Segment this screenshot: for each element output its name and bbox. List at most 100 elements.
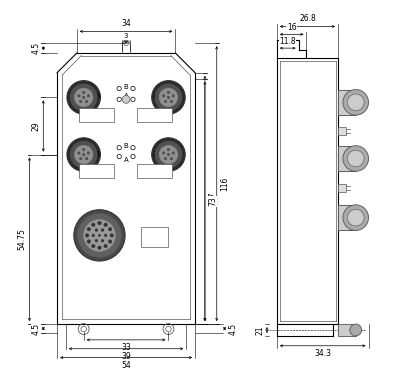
Bar xyxy=(137,108,172,122)
Text: 33: 33 xyxy=(121,343,131,352)
Circle shape xyxy=(152,81,185,114)
Text: 4.5: 4.5 xyxy=(228,322,238,335)
Circle shape xyxy=(347,209,364,226)
Bar xyxy=(141,227,168,247)
Text: 26.8: 26.8 xyxy=(299,15,316,24)
Text: 1: 1 xyxy=(95,151,100,157)
Circle shape xyxy=(104,234,107,237)
Bar xyxy=(338,324,356,336)
Circle shape xyxy=(74,146,93,164)
Circle shape xyxy=(74,210,125,261)
Circle shape xyxy=(343,205,368,230)
Text: 73: 73 xyxy=(208,196,217,206)
Text: 16: 16 xyxy=(287,23,296,32)
Bar xyxy=(338,205,356,230)
Circle shape xyxy=(167,91,170,93)
Circle shape xyxy=(122,95,130,103)
Bar xyxy=(338,146,356,171)
Circle shape xyxy=(347,150,364,167)
Circle shape xyxy=(86,100,88,103)
Circle shape xyxy=(101,229,104,232)
Bar xyxy=(137,164,172,178)
Circle shape xyxy=(74,88,93,107)
Circle shape xyxy=(350,324,362,336)
Circle shape xyxy=(164,157,167,160)
Circle shape xyxy=(347,94,364,111)
Circle shape xyxy=(108,227,112,231)
Circle shape xyxy=(87,152,90,154)
Circle shape xyxy=(67,81,100,114)
Text: 54: 54 xyxy=(121,361,131,369)
Text: 4: 4 xyxy=(152,93,157,100)
Text: 34: 34 xyxy=(121,19,131,29)
Text: 29: 29 xyxy=(31,121,40,131)
Text: B: B xyxy=(124,83,128,90)
Circle shape xyxy=(95,229,98,232)
Circle shape xyxy=(98,221,101,225)
Circle shape xyxy=(101,239,104,242)
Circle shape xyxy=(104,244,107,248)
Circle shape xyxy=(343,90,368,115)
Circle shape xyxy=(78,213,122,257)
Circle shape xyxy=(170,100,172,103)
Circle shape xyxy=(108,240,112,243)
Circle shape xyxy=(87,227,90,231)
Circle shape xyxy=(92,244,95,248)
Circle shape xyxy=(167,96,170,98)
Bar xyxy=(338,90,356,115)
Circle shape xyxy=(162,95,165,97)
Circle shape xyxy=(162,152,165,154)
Text: 3: 3 xyxy=(124,33,128,39)
Text: B: B xyxy=(124,143,128,149)
Circle shape xyxy=(87,95,90,97)
Circle shape xyxy=(78,95,80,97)
Circle shape xyxy=(82,153,85,156)
Circle shape xyxy=(167,148,170,151)
Circle shape xyxy=(110,234,114,237)
Circle shape xyxy=(95,239,98,242)
Circle shape xyxy=(159,88,178,107)
Text: 3: 3 xyxy=(95,93,100,100)
Circle shape xyxy=(82,148,85,151)
Bar xyxy=(338,184,346,192)
Circle shape xyxy=(84,220,115,251)
Circle shape xyxy=(70,141,97,168)
Text: 116: 116 xyxy=(220,176,229,191)
Text: 107: 107 xyxy=(208,191,217,206)
Circle shape xyxy=(80,100,82,103)
Text: A: A xyxy=(124,93,128,100)
Circle shape xyxy=(170,157,172,160)
Circle shape xyxy=(85,234,89,237)
Circle shape xyxy=(98,246,101,249)
Text: 54.75: 54.75 xyxy=(18,229,26,250)
Circle shape xyxy=(152,138,185,171)
Circle shape xyxy=(172,152,174,154)
Circle shape xyxy=(82,96,85,98)
Text: 34.3: 34.3 xyxy=(314,349,331,358)
Circle shape xyxy=(92,234,95,237)
Text: 4.5: 4.5 xyxy=(31,42,40,54)
Text: 4.5: 4.5 xyxy=(31,322,40,335)
Bar xyxy=(338,127,346,135)
Text: 11.8: 11.8 xyxy=(280,37,296,46)
Circle shape xyxy=(155,84,182,111)
Circle shape xyxy=(82,91,85,93)
Bar xyxy=(79,108,114,122)
Circle shape xyxy=(172,95,174,97)
Circle shape xyxy=(167,153,170,156)
Bar xyxy=(79,164,114,178)
Text: 2: 2 xyxy=(152,151,157,157)
Circle shape xyxy=(70,84,97,111)
Circle shape xyxy=(104,223,107,227)
Text: 21: 21 xyxy=(255,325,264,335)
Circle shape xyxy=(98,234,101,237)
Circle shape xyxy=(343,146,368,171)
Circle shape xyxy=(155,141,182,168)
Text: 39: 39 xyxy=(121,352,131,361)
Circle shape xyxy=(87,240,90,243)
Circle shape xyxy=(86,157,88,160)
Circle shape xyxy=(159,146,178,164)
Circle shape xyxy=(164,100,167,103)
Circle shape xyxy=(78,152,80,154)
Circle shape xyxy=(80,157,82,160)
